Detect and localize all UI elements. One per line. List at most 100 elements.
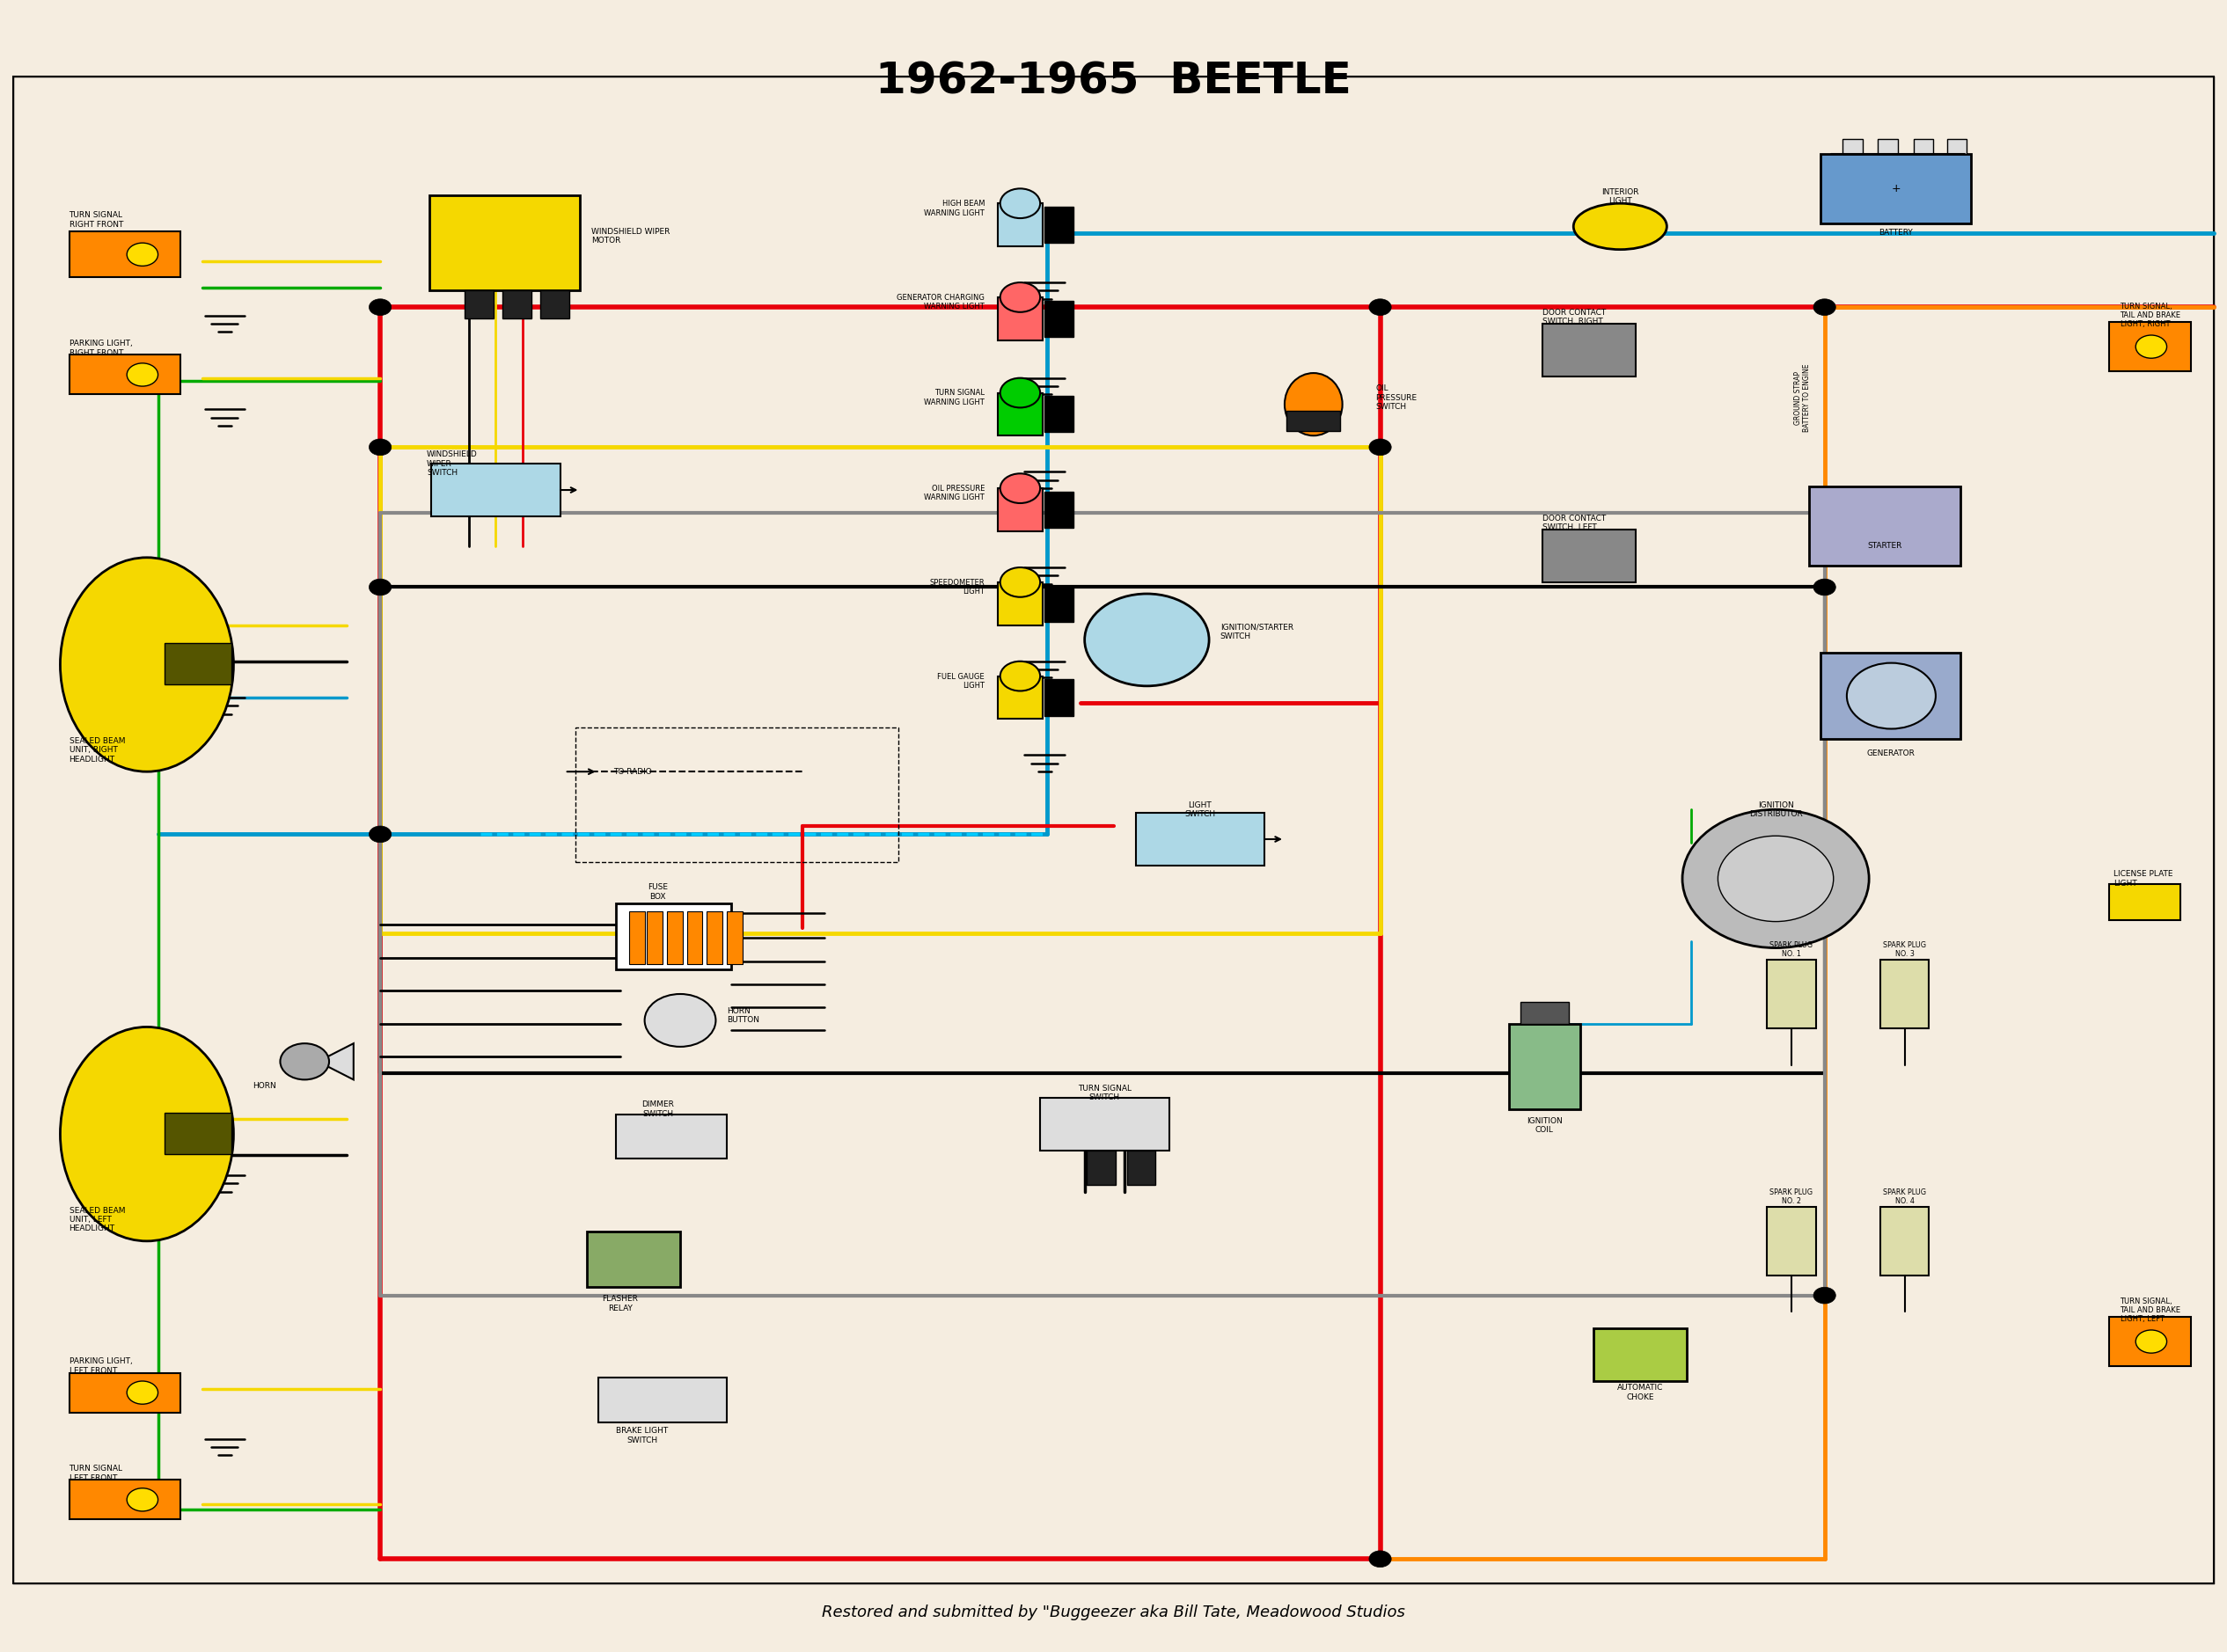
Bar: [465, 291, 494, 319]
Bar: [1087, 1150, 1116, 1184]
Bar: [646, 912, 661, 965]
Bar: [1543, 530, 1635, 582]
Bar: [615, 904, 730, 970]
Bar: [599, 1378, 726, 1422]
Text: FUSE
BOX: FUSE BOX: [648, 884, 668, 900]
Circle shape: [1370, 299, 1392, 316]
Text: HORN
BUTTON: HORN BUTTON: [726, 1006, 759, 1024]
Bar: [69, 1373, 180, 1412]
Text: LICENSE PLATE
LIGHT: LICENSE PLATE LIGHT: [2113, 871, 2174, 887]
Bar: [998, 582, 1042, 624]
Bar: [1044, 301, 1073, 337]
Text: WINDSHIELD WIPER
MOTOR: WINDSHIELD WIPER MOTOR: [592, 228, 670, 244]
Circle shape: [1813, 578, 1835, 595]
Bar: [503, 291, 532, 319]
Text: IGNITION
COIL: IGNITION COIL: [1528, 1117, 1563, 1135]
Bar: [726, 912, 742, 965]
Circle shape: [1717, 836, 1833, 922]
Text: HIGH BEAM
WARNING LIGHT: HIGH BEAM WARNING LIGHT: [924, 200, 984, 216]
Bar: [998, 203, 1042, 246]
Text: INTERIOR
LIGHT: INTERIOR LIGHT: [1601, 188, 1639, 205]
Text: DOOR CONTACT
SWITCH, LEFT: DOOR CONTACT SWITCH, LEFT: [1543, 514, 1606, 532]
Text: GENERATOR: GENERATOR: [1866, 750, 1915, 758]
Circle shape: [1085, 593, 1209, 686]
Ellipse shape: [60, 1028, 234, 1241]
Ellipse shape: [1574, 203, 1666, 249]
Bar: [1913, 139, 1933, 154]
Text: +: +: [1891, 183, 1900, 195]
Circle shape: [1370, 1551, 1392, 1568]
Bar: [432, 464, 561, 517]
Text: SPARK PLUG
NO. 2: SPARK PLUG NO. 2: [1770, 1188, 1813, 1204]
Text: BRAKE LIGHT
SWITCH: BRAKE LIGHT SWITCH: [617, 1427, 668, 1444]
Bar: [998, 676, 1042, 719]
Text: FUEL GAUGE
LIGHT: FUEL GAUGE LIGHT: [938, 672, 984, 689]
Bar: [1880, 1206, 1929, 1275]
Text: SPEEDOMETER
LIGHT: SPEEDOMETER LIGHT: [929, 578, 984, 596]
Bar: [1040, 1099, 1169, 1150]
Bar: [430, 195, 581, 291]
Bar: [1044, 679, 1073, 715]
Circle shape: [127, 243, 158, 266]
Circle shape: [1000, 661, 1040, 691]
Text: TURN SIGNAL
WARNING LIGHT: TURN SIGNAL WARNING LIGHT: [924, 390, 984, 406]
Polygon shape: [318, 1044, 354, 1080]
Circle shape: [1000, 378, 1040, 408]
Bar: [1521, 1003, 1570, 1024]
Text: IGNITION/STARTER
SWITCH: IGNITION/STARTER SWITCH: [1220, 623, 1294, 641]
Circle shape: [1681, 809, 1868, 948]
Text: BATTERY: BATTERY: [1880, 230, 1913, 236]
Circle shape: [281, 1044, 330, 1080]
Bar: [1877, 139, 1897, 154]
Bar: [1044, 206, 1073, 243]
Bar: [69, 1480, 180, 1520]
Text: TURN SIGNAL
SWITCH: TURN SIGNAL SWITCH: [1078, 1084, 1131, 1102]
Circle shape: [1813, 1287, 1835, 1303]
Bar: [1510, 1024, 1581, 1108]
Text: TO RADIO: TO RADIO: [612, 768, 653, 775]
Circle shape: [127, 1381, 158, 1404]
Bar: [541, 291, 570, 319]
Text: PARKING LIGHT,
RIGHT FRONT: PARKING LIGHT, RIGHT FRONT: [69, 340, 131, 357]
Bar: [577, 727, 897, 862]
Bar: [1880, 960, 1929, 1029]
Bar: [1044, 585, 1073, 621]
Circle shape: [370, 826, 392, 843]
Text: TURN SIGNAL
LEFT FRONT: TURN SIGNAL LEFT FRONT: [69, 1465, 122, 1482]
Text: WINDSHIELD
WIPER
SWITCH: WINDSHIELD WIPER SWITCH: [428, 451, 477, 477]
Ellipse shape: [1285, 373, 1343, 436]
Bar: [1766, 960, 1815, 1029]
Bar: [1842, 139, 1862, 154]
Text: DIMMER
SWITCH: DIMMER SWITCH: [641, 1100, 675, 1118]
Bar: [615, 1113, 726, 1158]
Bar: [2109, 884, 2180, 920]
Circle shape: [370, 439, 392, 456]
Text: TURN SIGNAL,
TAIL AND BRAKE
LIGHT, RIGHT: TURN SIGNAL, TAIL AND BRAKE LIGHT, RIGHT: [2120, 302, 2180, 329]
Bar: [628, 912, 644, 965]
Circle shape: [1000, 282, 1040, 312]
Circle shape: [1000, 567, 1040, 596]
Bar: [2109, 1317, 2191, 1366]
Bar: [666, 912, 681, 965]
Circle shape: [1370, 439, 1392, 456]
Circle shape: [1846, 662, 1935, 729]
Bar: [1543, 324, 1635, 377]
Text: SPARK PLUG
NO. 4: SPARK PLUG NO. 4: [1884, 1188, 1926, 1204]
Text: 1962-1965  BEETLE: 1962-1965 BEETLE: [875, 59, 1352, 102]
Text: DOOR CONTACT
SWITCH, RIGHT: DOOR CONTACT SWITCH, RIGHT: [1543, 309, 1606, 325]
Bar: [165, 643, 232, 684]
Bar: [69, 231, 180, 278]
Text: SEALED BEAM
UNIT, LEFT
HEADLIGHT: SEALED BEAM UNIT, LEFT HEADLIGHT: [69, 1206, 125, 1232]
Circle shape: [2136, 335, 2167, 358]
Text: OIL
PRESSURE
SWITCH: OIL PRESSURE SWITCH: [1376, 385, 1416, 411]
Bar: [165, 1112, 232, 1153]
Text: AUTOMATIC
CHOKE: AUTOMATIC CHOKE: [1617, 1384, 1664, 1401]
Bar: [1127, 1150, 1156, 1184]
Bar: [2109, 322, 2191, 372]
Circle shape: [127, 1488, 158, 1512]
Circle shape: [1813, 299, 1835, 316]
Text: FLASHER
RELAY: FLASHER RELAY: [601, 1295, 639, 1312]
Circle shape: [127, 363, 158, 387]
Bar: [706, 912, 722, 965]
Bar: [1808, 487, 1960, 565]
